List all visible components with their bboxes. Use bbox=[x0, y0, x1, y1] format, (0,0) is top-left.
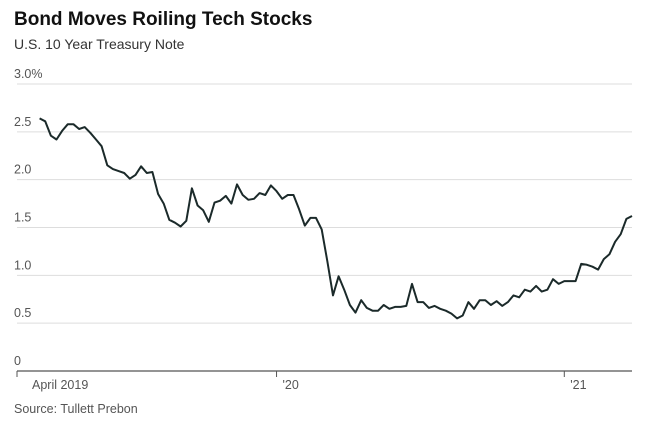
line bbox=[39, 117, 633, 320]
x-tick-label: '21 bbox=[570, 378, 586, 392]
y-tick-label: 2.0 bbox=[14, 163, 31, 177]
y-tick-label: 1.5 bbox=[14, 211, 31, 225]
source: Source: Tullett Prebon bbox=[14, 402, 138, 416]
chart-subtitle: U.S. 10 Year Treasury Note bbox=[14, 36, 185, 52]
x-tick-label: April 2019 bbox=[32, 378, 88, 392]
y-tick-label: 0 bbox=[14, 354, 21, 368]
y-tick-label: 1.0 bbox=[14, 258, 31, 272]
y-tick-label: 0.5 bbox=[14, 306, 31, 320]
chart-title: Bond Moves Roiling Tech Stocks bbox=[14, 9, 312, 30]
y-tick-label: 3.0% bbox=[14, 67, 43, 81]
x-tick-label: '20 bbox=[283, 378, 299, 392]
y-tick-label: 2.5 bbox=[14, 115, 31, 129]
